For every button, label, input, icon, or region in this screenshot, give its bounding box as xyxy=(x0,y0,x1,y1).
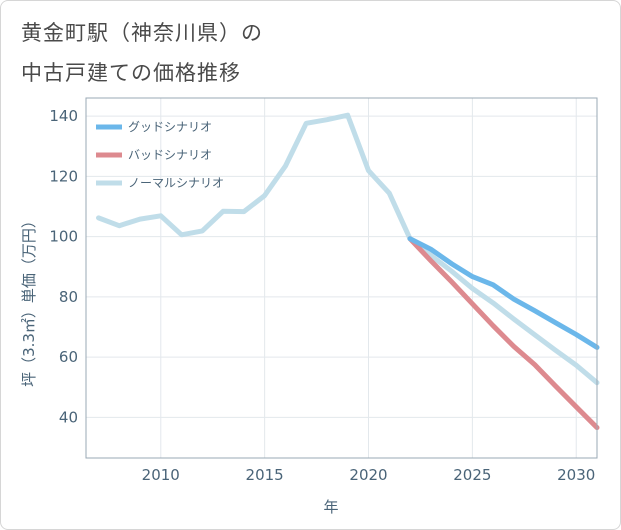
x-tick-label: 2015 xyxy=(246,466,284,484)
legend-label-0: グッドシナリオ xyxy=(128,120,212,134)
series-line-2 xyxy=(96,112,600,386)
y-tick-label: 120 xyxy=(49,167,78,185)
y-tick-label: 60 xyxy=(59,348,78,366)
x-tick-label: 2025 xyxy=(453,466,491,484)
legend-label-1: バッドシナリオ xyxy=(128,148,212,162)
legend-label-2: ノーマルシナリオ xyxy=(128,176,224,190)
series-line-1 xyxy=(407,236,600,431)
y-tick-label: 140 xyxy=(49,107,78,125)
x-axis-label: 年 xyxy=(323,498,338,516)
y-tick-label: 80 xyxy=(59,288,78,306)
x-tick-label: 2030 xyxy=(557,466,595,484)
y-tick-label: 40 xyxy=(59,408,78,426)
grid-lines xyxy=(86,98,597,458)
plot-frame xyxy=(85,97,598,459)
y-tick-label: 100 xyxy=(49,228,78,246)
x-tick-label: 2020 xyxy=(349,466,387,484)
chart-title-line1: 黄金町駅（神奈川県）の xyxy=(21,21,263,45)
y-axis-label: 坪（3.3㎡）単価（万円） xyxy=(20,213,38,387)
x-tick-label: 2010 xyxy=(142,466,180,484)
series-lines xyxy=(96,112,600,431)
axis-ticks: 40 60 80 100 120 140 2010 2015 2020 2025 2030 xyxy=(49,107,595,484)
chart-title-line2: 中古戸建ての価格推移 xyxy=(21,61,241,85)
series-line-0 xyxy=(407,236,600,350)
